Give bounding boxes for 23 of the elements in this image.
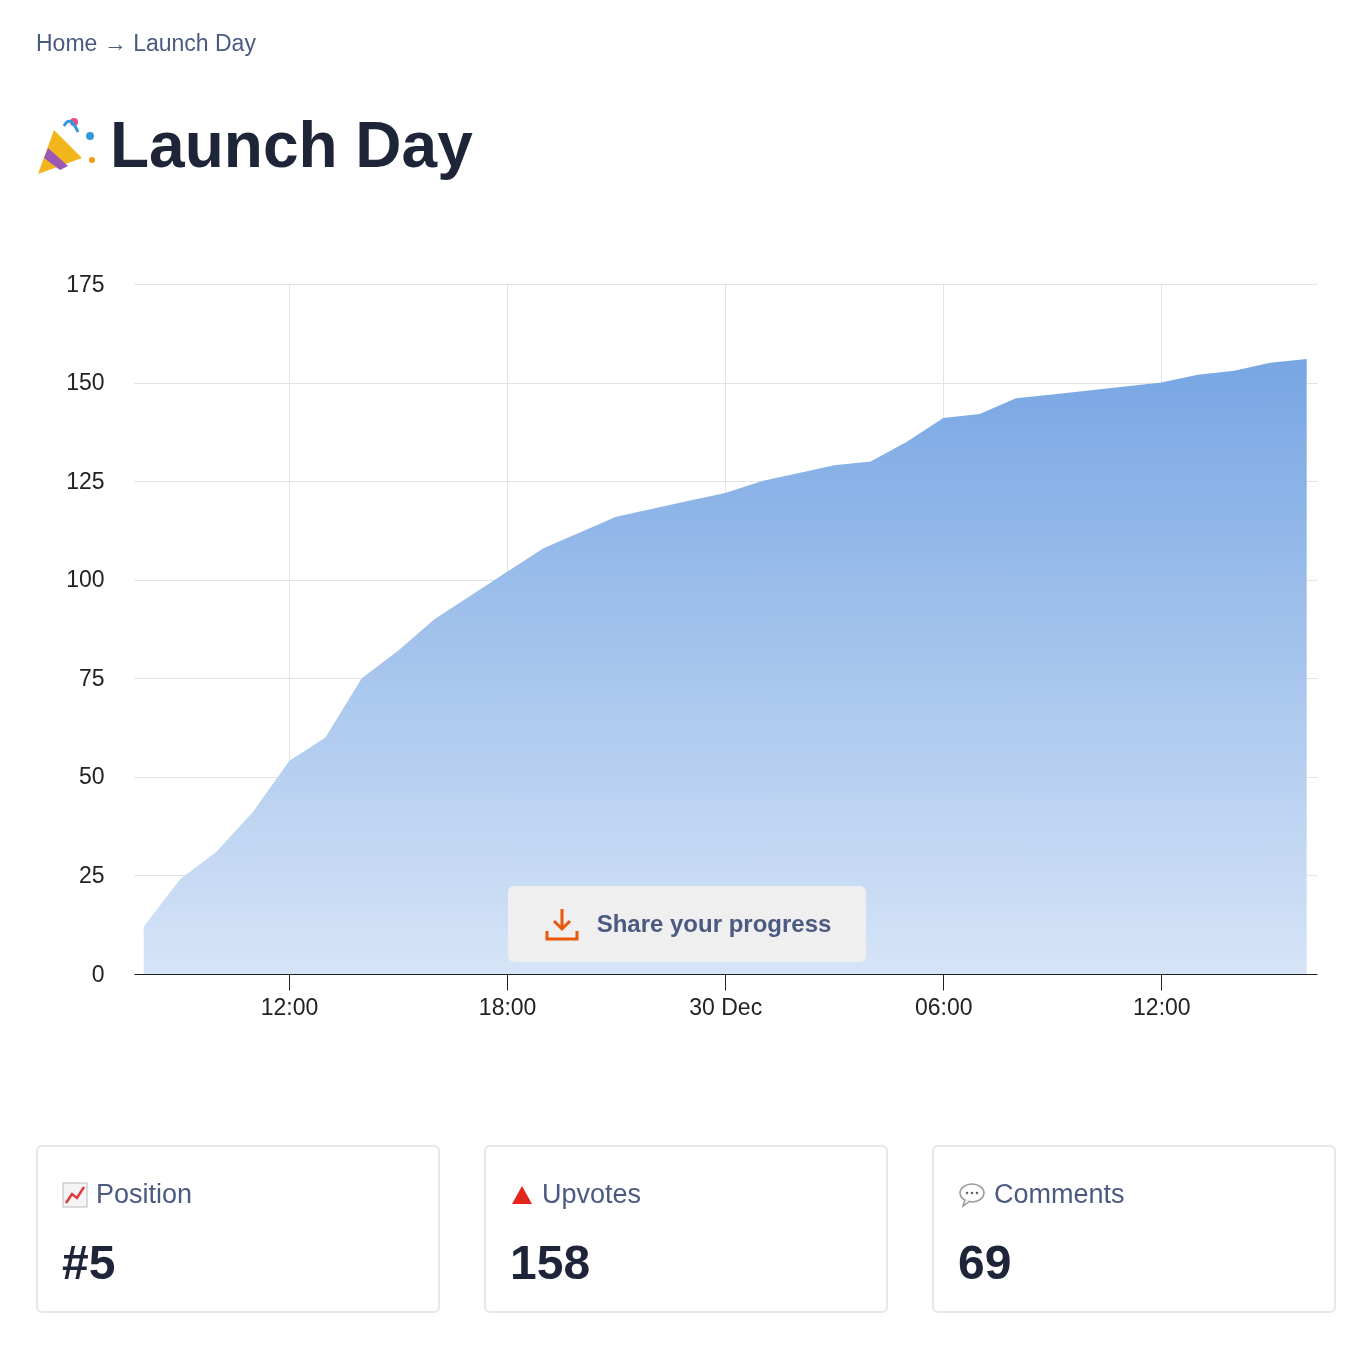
y-tick-label: 150: [66, 369, 105, 396]
x-tick-label: 30 Dec: [689, 993, 763, 1020]
chart-title: Launch Day: [110, 108, 473, 182]
y-tick-label: 50: [78, 763, 105, 790]
text: #5: [62, 1235, 116, 1290]
x-tick-label: 18:00: [478, 993, 537, 1020]
text: 69: [958, 1235, 1012, 1290]
x-tick-label: 12:00: [260, 993, 319, 1020]
x-tick-label: 12:00: [1133, 993, 1191, 1020]
text: Home → Launch Day: [36, 30, 256, 57]
text: Upvotes: [542, 1179, 642, 1210]
y-tick-label: 25: [78, 861, 105, 888]
y-tick-label: 75: [78, 664, 105, 691]
y-tick-label: 175: [66, 270, 105, 297]
y-tick-label: 100: [66, 566, 105, 593]
y-tick-label: 0: [91, 960, 105, 987]
text: 158: [510, 1235, 591, 1290]
x-tick-label: 06:00: [914, 993, 973, 1020]
share-button: Share your progress: [508, 886, 866, 962]
y-tick-label: 125: [66, 467, 105, 494]
text: Comments: [994, 1179, 1125, 1210]
text: Position: [96, 1179, 193, 1210]
annotation: Share your progress: [596, 910, 832, 938]
